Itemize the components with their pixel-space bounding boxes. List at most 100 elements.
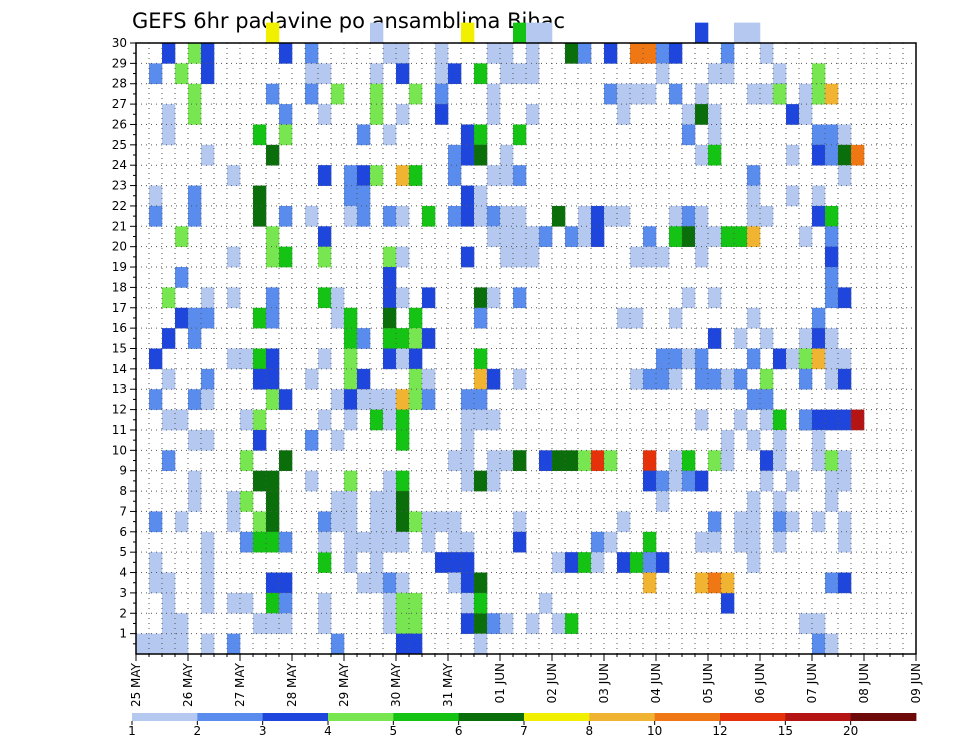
grid-lines [136, 43, 916, 654]
x-tick-label: 03 JUN [597, 663, 611, 703]
heatmap-cell [656, 246, 670, 268]
heatmap-cell [825, 368, 839, 390]
heatmap-cell [149, 572, 163, 594]
heatmap-cell [383, 205, 397, 227]
heatmap-cell [643, 226, 657, 247]
heatmap-cell [773, 450, 787, 471]
heatmap-cell [734, 409, 748, 431]
y-tick-label: 8 [119, 484, 127, 498]
heatmap-cell [201, 389, 215, 410]
heatmap-cell [266, 348, 280, 370]
heatmap-cell [734, 368, 748, 390]
heatmap-cell [383, 511, 397, 533]
heatmap-cell [643, 450, 657, 471]
chart-title: GEFS 6hr padavine po ansamblima Bihac [132, 9, 565, 33]
heatmap-cell [643, 83, 657, 105]
heatmap-cell [513, 22, 527, 44]
heatmap-cell [383, 287, 397, 309]
heatmap-cell [474, 409, 488, 431]
heatmap-cell [279, 592, 293, 614]
heatmap-cell [708, 63, 722, 85]
heatmap-cell [344, 552, 358, 573]
y-tick-label: 15 [112, 342, 127, 356]
heatmap-cell [266, 368, 280, 390]
heatmap-cell [227, 511, 241, 533]
heatmap-cell [539, 592, 553, 614]
heatmap-cell [474, 368, 488, 390]
y-tick-label: 11 [112, 423, 127, 437]
heatmap-cell [747, 491, 761, 512]
heatmap-cell [474, 592, 488, 614]
heatmap-cell [773, 83, 787, 105]
heatmap-cell [422, 389, 436, 410]
heatmap-cell [643, 572, 657, 594]
heatmap-cell [695, 470, 709, 492]
heatmap-cell [617, 552, 631, 573]
heatmap-cell [526, 613, 540, 634]
x-tick-label: 29 MAY [337, 662, 351, 707]
heatmap-cell [253, 124, 267, 146]
heatmap-cell [591, 552, 605, 573]
heatmap-cell [708, 572, 722, 594]
heatmap-cell [487, 450, 501, 471]
heatmap-cell [812, 450, 826, 471]
heatmap-cell [253, 429, 267, 451]
heatmap-cell [773, 511, 787, 533]
heatmap-cell [812, 63, 826, 85]
heatmap-cell [201, 63, 215, 85]
heatmap-cell [149, 633, 163, 655]
heatmap-cell [331, 633, 345, 655]
heatmap-cell [435, 104, 449, 125]
heatmap-cell [227, 165, 241, 186]
heatmap-cell [461, 450, 475, 471]
heatmap-cell [331, 511, 345, 533]
colorbar-swatch [785, 713, 852, 721]
heatmap-cell [604, 43, 618, 64]
heatmap-cell [487, 287, 501, 309]
heatmap-cell [253, 470, 267, 492]
heatmap-cell [305, 470, 319, 492]
heatmap-cell [435, 552, 449, 573]
heatmap-cell [513, 205, 527, 227]
heatmap-cell [851, 144, 865, 166]
heatmap-cell [383, 572, 397, 594]
heatmap-cell [786, 144, 800, 166]
heatmap-cell [240, 409, 254, 431]
x-tick-label: 27 MAY [233, 662, 247, 707]
heatmap-cell [838, 572, 852, 594]
heatmap-cell [253, 511, 267, 533]
heatmap-cell [487, 368, 501, 390]
heatmap-cell [513, 368, 527, 390]
heatmap-cell [656, 552, 670, 573]
heatmap-cell [760, 409, 774, 431]
heatmap-cell [500, 63, 514, 85]
heatmap-cell [500, 226, 514, 247]
heatmap-cell [396, 511, 410, 533]
heatmap-cell [669, 470, 683, 492]
heatmap-cell [266, 511, 280, 533]
heatmap-cell [838, 511, 852, 533]
heatmap-cell [565, 450, 579, 471]
heatmap-cell [760, 450, 774, 471]
heatmap-cell [266, 389, 280, 410]
heatmap-cell [396, 328, 410, 349]
heatmap-cell [461, 124, 475, 146]
heatmap-cell [396, 409, 410, 431]
heatmap-cell [812, 613, 826, 634]
heatmap-cell [201, 633, 215, 655]
heatmap-cell [162, 328, 176, 349]
heatmap-cell [500, 450, 514, 471]
colorbar-label: 8 [586, 724, 594, 738]
heatmap-cell [669, 348, 683, 370]
heatmap-cell [279, 124, 293, 146]
heatmap-cell [188, 83, 202, 105]
heatmap-cell [435, 63, 449, 85]
heatmap-cell [695, 226, 709, 247]
heatmap-cell [552, 205, 566, 227]
heatmap-cell [344, 470, 358, 492]
heatmap-cell [396, 429, 410, 451]
heatmap-cell [825, 83, 839, 105]
heatmap-cell [279, 613, 293, 634]
heatmap-cell [747, 511, 761, 533]
heatmap-cell [396, 633, 410, 655]
